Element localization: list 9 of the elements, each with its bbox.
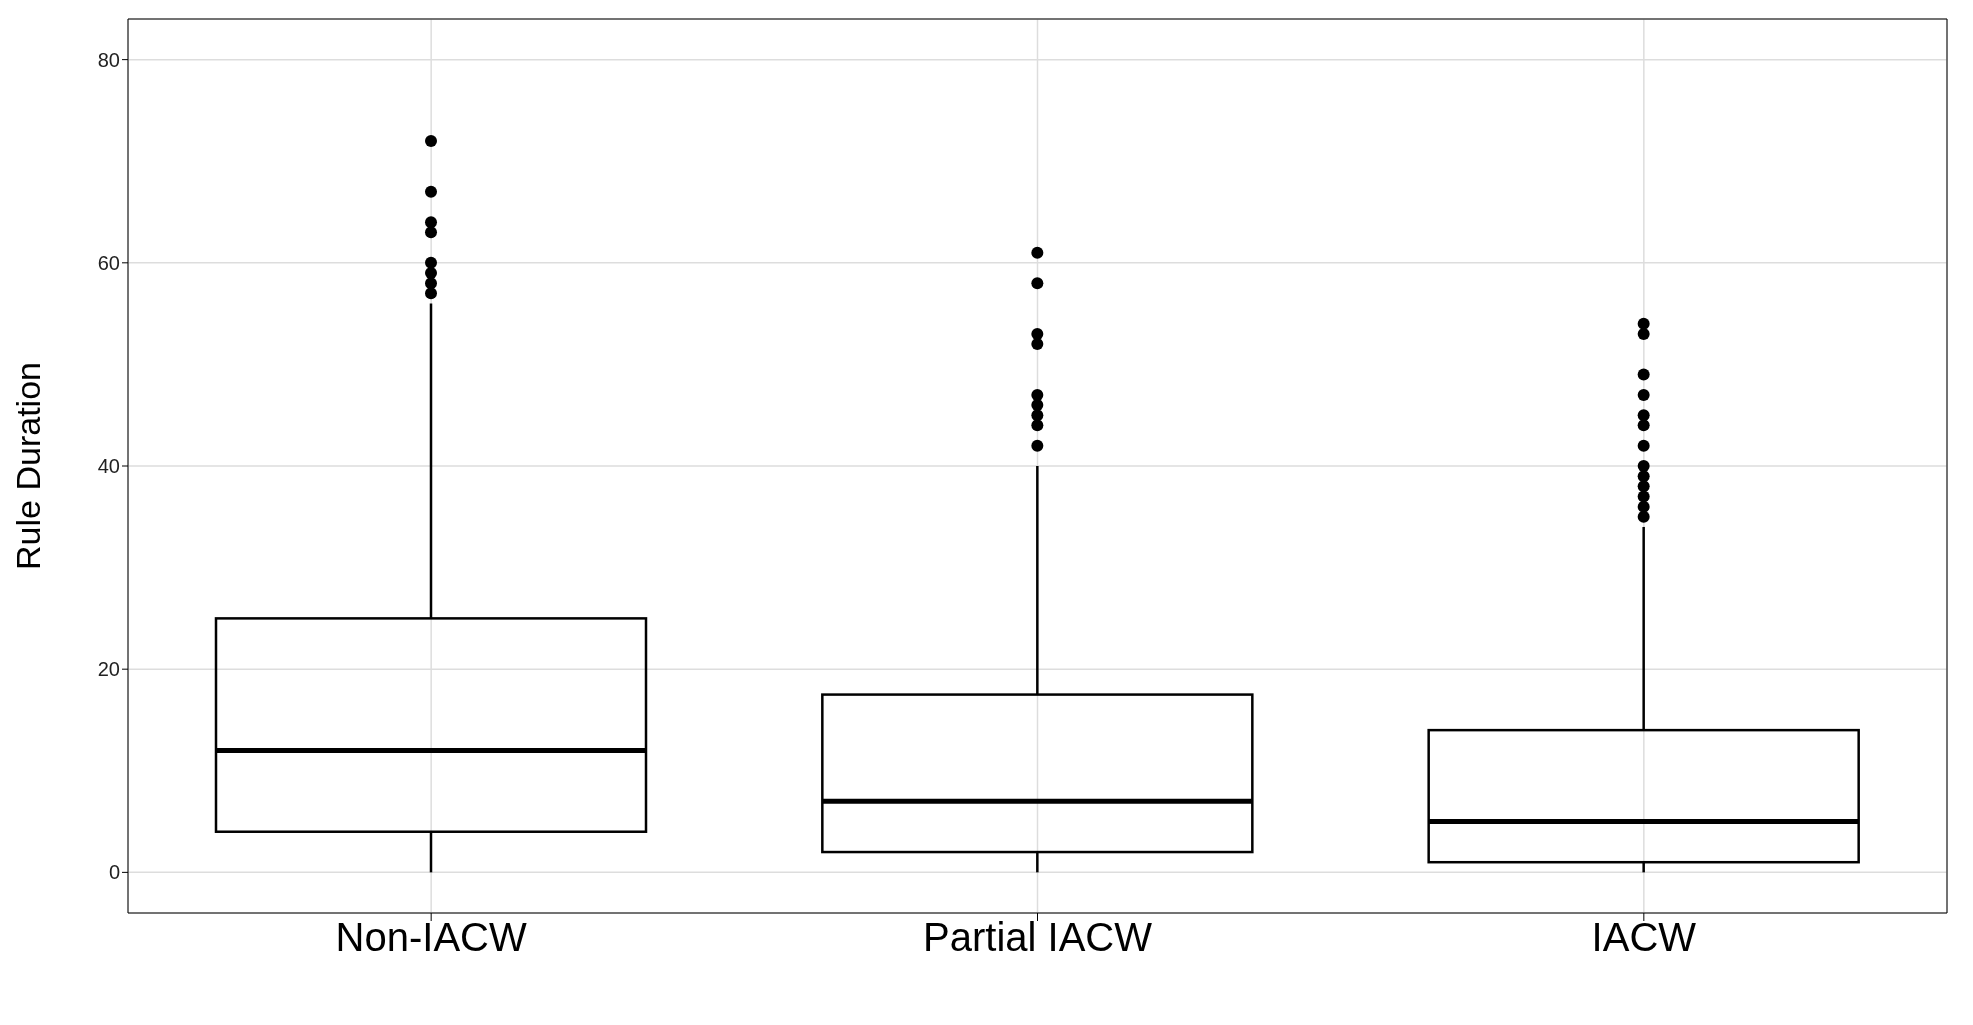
y-tick-label: 60 (97, 251, 120, 274)
x-tick-label: Non-IACW (335, 915, 527, 960)
y-tick-label: 0 (108, 861, 120, 884)
x-tick-label: IACW (1591, 915, 1697, 960)
y-tick-label: 20 (97, 658, 120, 681)
y-tick-label: 40 (97, 455, 120, 478)
y-axis-title: Rule Duration (9, 362, 48, 570)
x-tick-label: Partial IACW (923, 915, 1153, 960)
y-tick-label: 80 (97, 48, 120, 71)
